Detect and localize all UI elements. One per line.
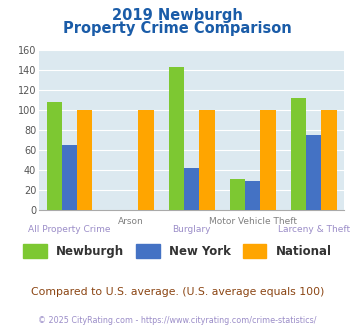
- Bar: [47, 102, 62, 210]
- Bar: [77, 110, 92, 210]
- Bar: [138, 110, 153, 210]
- Text: Compared to U.S. average. (U.S. average equals 100): Compared to U.S. average. (U.S. average …: [31, 287, 324, 297]
- Bar: [261, 110, 275, 210]
- Bar: [230, 179, 245, 210]
- Text: Larceny & Theft: Larceny & Theft: [278, 224, 350, 234]
- Text: Property Crime Comparison: Property Crime Comparison: [63, 21, 292, 36]
- Text: All Property Crime: All Property Crime: [28, 224, 111, 234]
- Text: Motor Vehicle Theft: Motor Vehicle Theft: [209, 216, 297, 225]
- Bar: [200, 110, 214, 210]
- Bar: [291, 98, 306, 210]
- Text: © 2025 CityRating.com - https://www.cityrating.com/crime-statistics/: © 2025 CityRating.com - https://www.city…: [38, 316, 317, 325]
- Bar: [184, 168, 200, 210]
- Bar: [62, 145, 77, 210]
- Bar: [169, 67, 184, 210]
- Text: Arson: Arson: [118, 216, 143, 225]
- Legend: Newburgh, New York, National: Newburgh, New York, National: [18, 239, 337, 262]
- Text: 2019 Newburgh: 2019 Newburgh: [112, 8, 243, 23]
- Bar: [245, 181, 261, 210]
- Text: Burglary: Burglary: [173, 224, 211, 234]
- Bar: [322, 110, 337, 210]
- Bar: [306, 135, 322, 210]
